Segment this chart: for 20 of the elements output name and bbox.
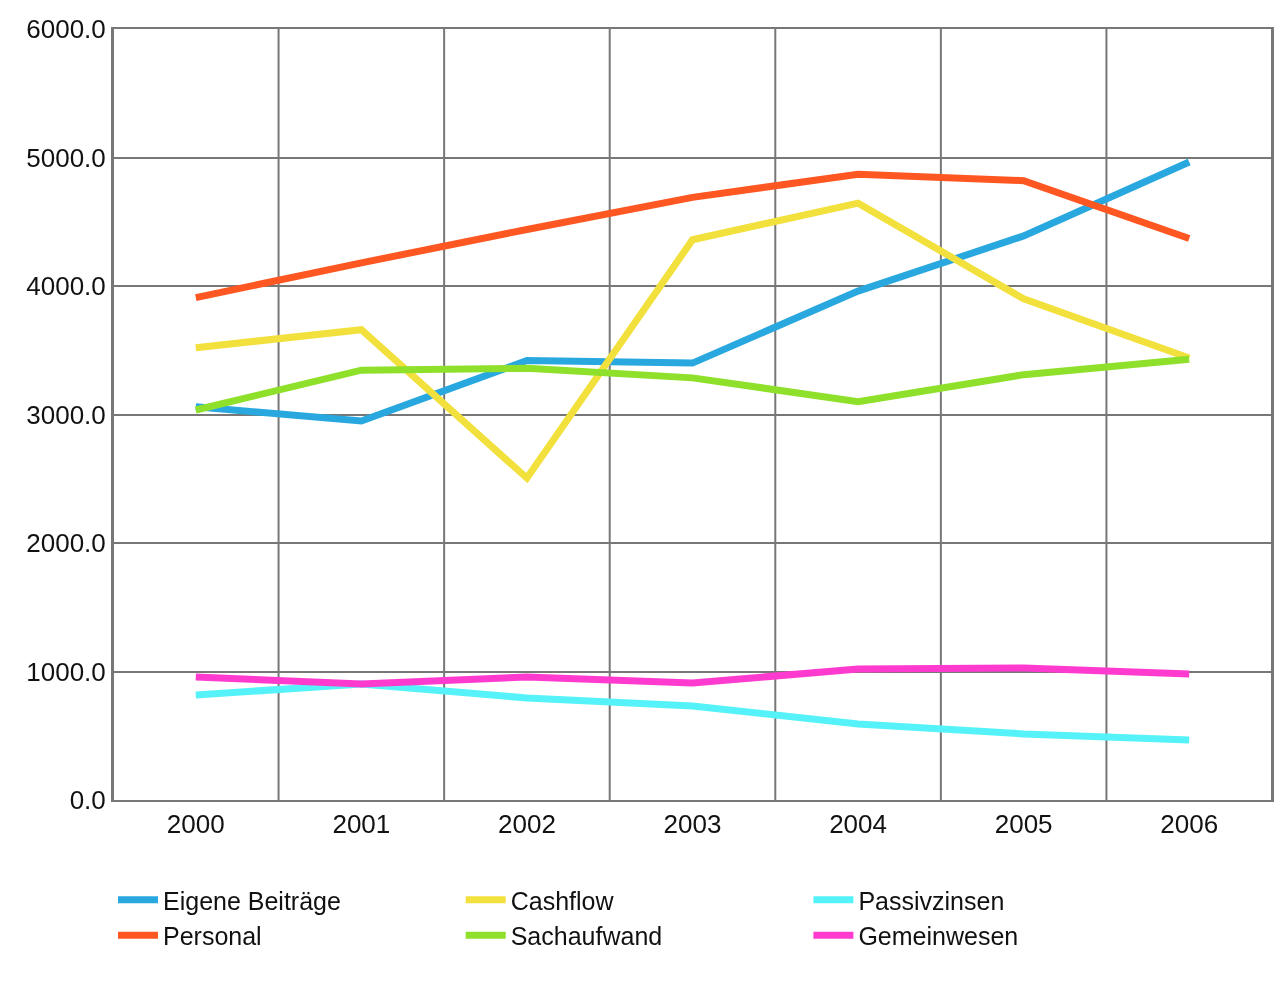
y-tick-label: 0.0 — [69, 785, 106, 816]
y-tick-label: 4000.0 — [26, 271, 106, 302]
y-tick-label: 1000.0 — [26, 656, 106, 687]
y-tick-label: 5000.0 — [26, 142, 106, 173]
y-tick-label: 3000.0 — [26, 399, 106, 430]
legend-label: Gemeinwesen — [858, 922, 1019, 951]
legend-label: Sachaufwand — [510, 922, 663, 951]
x-tick-label: 2002 — [498, 809, 556, 840]
x-tick-label: 2005 — [994, 809, 1053, 840]
y-tick-label: 2000.0 — [26, 528, 106, 559]
x-tick-label: 2001 — [332, 809, 391, 840]
x-tick-label: 2000 — [166, 809, 225, 840]
x-tick-label: 2006 — [1160, 809, 1219, 840]
y-tick-label: 6000.0 — [26, 14, 106, 45]
legend-label: Eigene Beiträge — [163, 886, 341, 915]
x-tick-label: 2003 — [663, 809, 722, 840]
x-tick-label: 2004 — [829, 809, 887, 840]
legend-label: Cashflow — [510, 886, 615, 915]
legend-label: Personal — [163, 922, 262, 951]
legend-label: Passivzinsen — [858, 886, 1005, 915]
